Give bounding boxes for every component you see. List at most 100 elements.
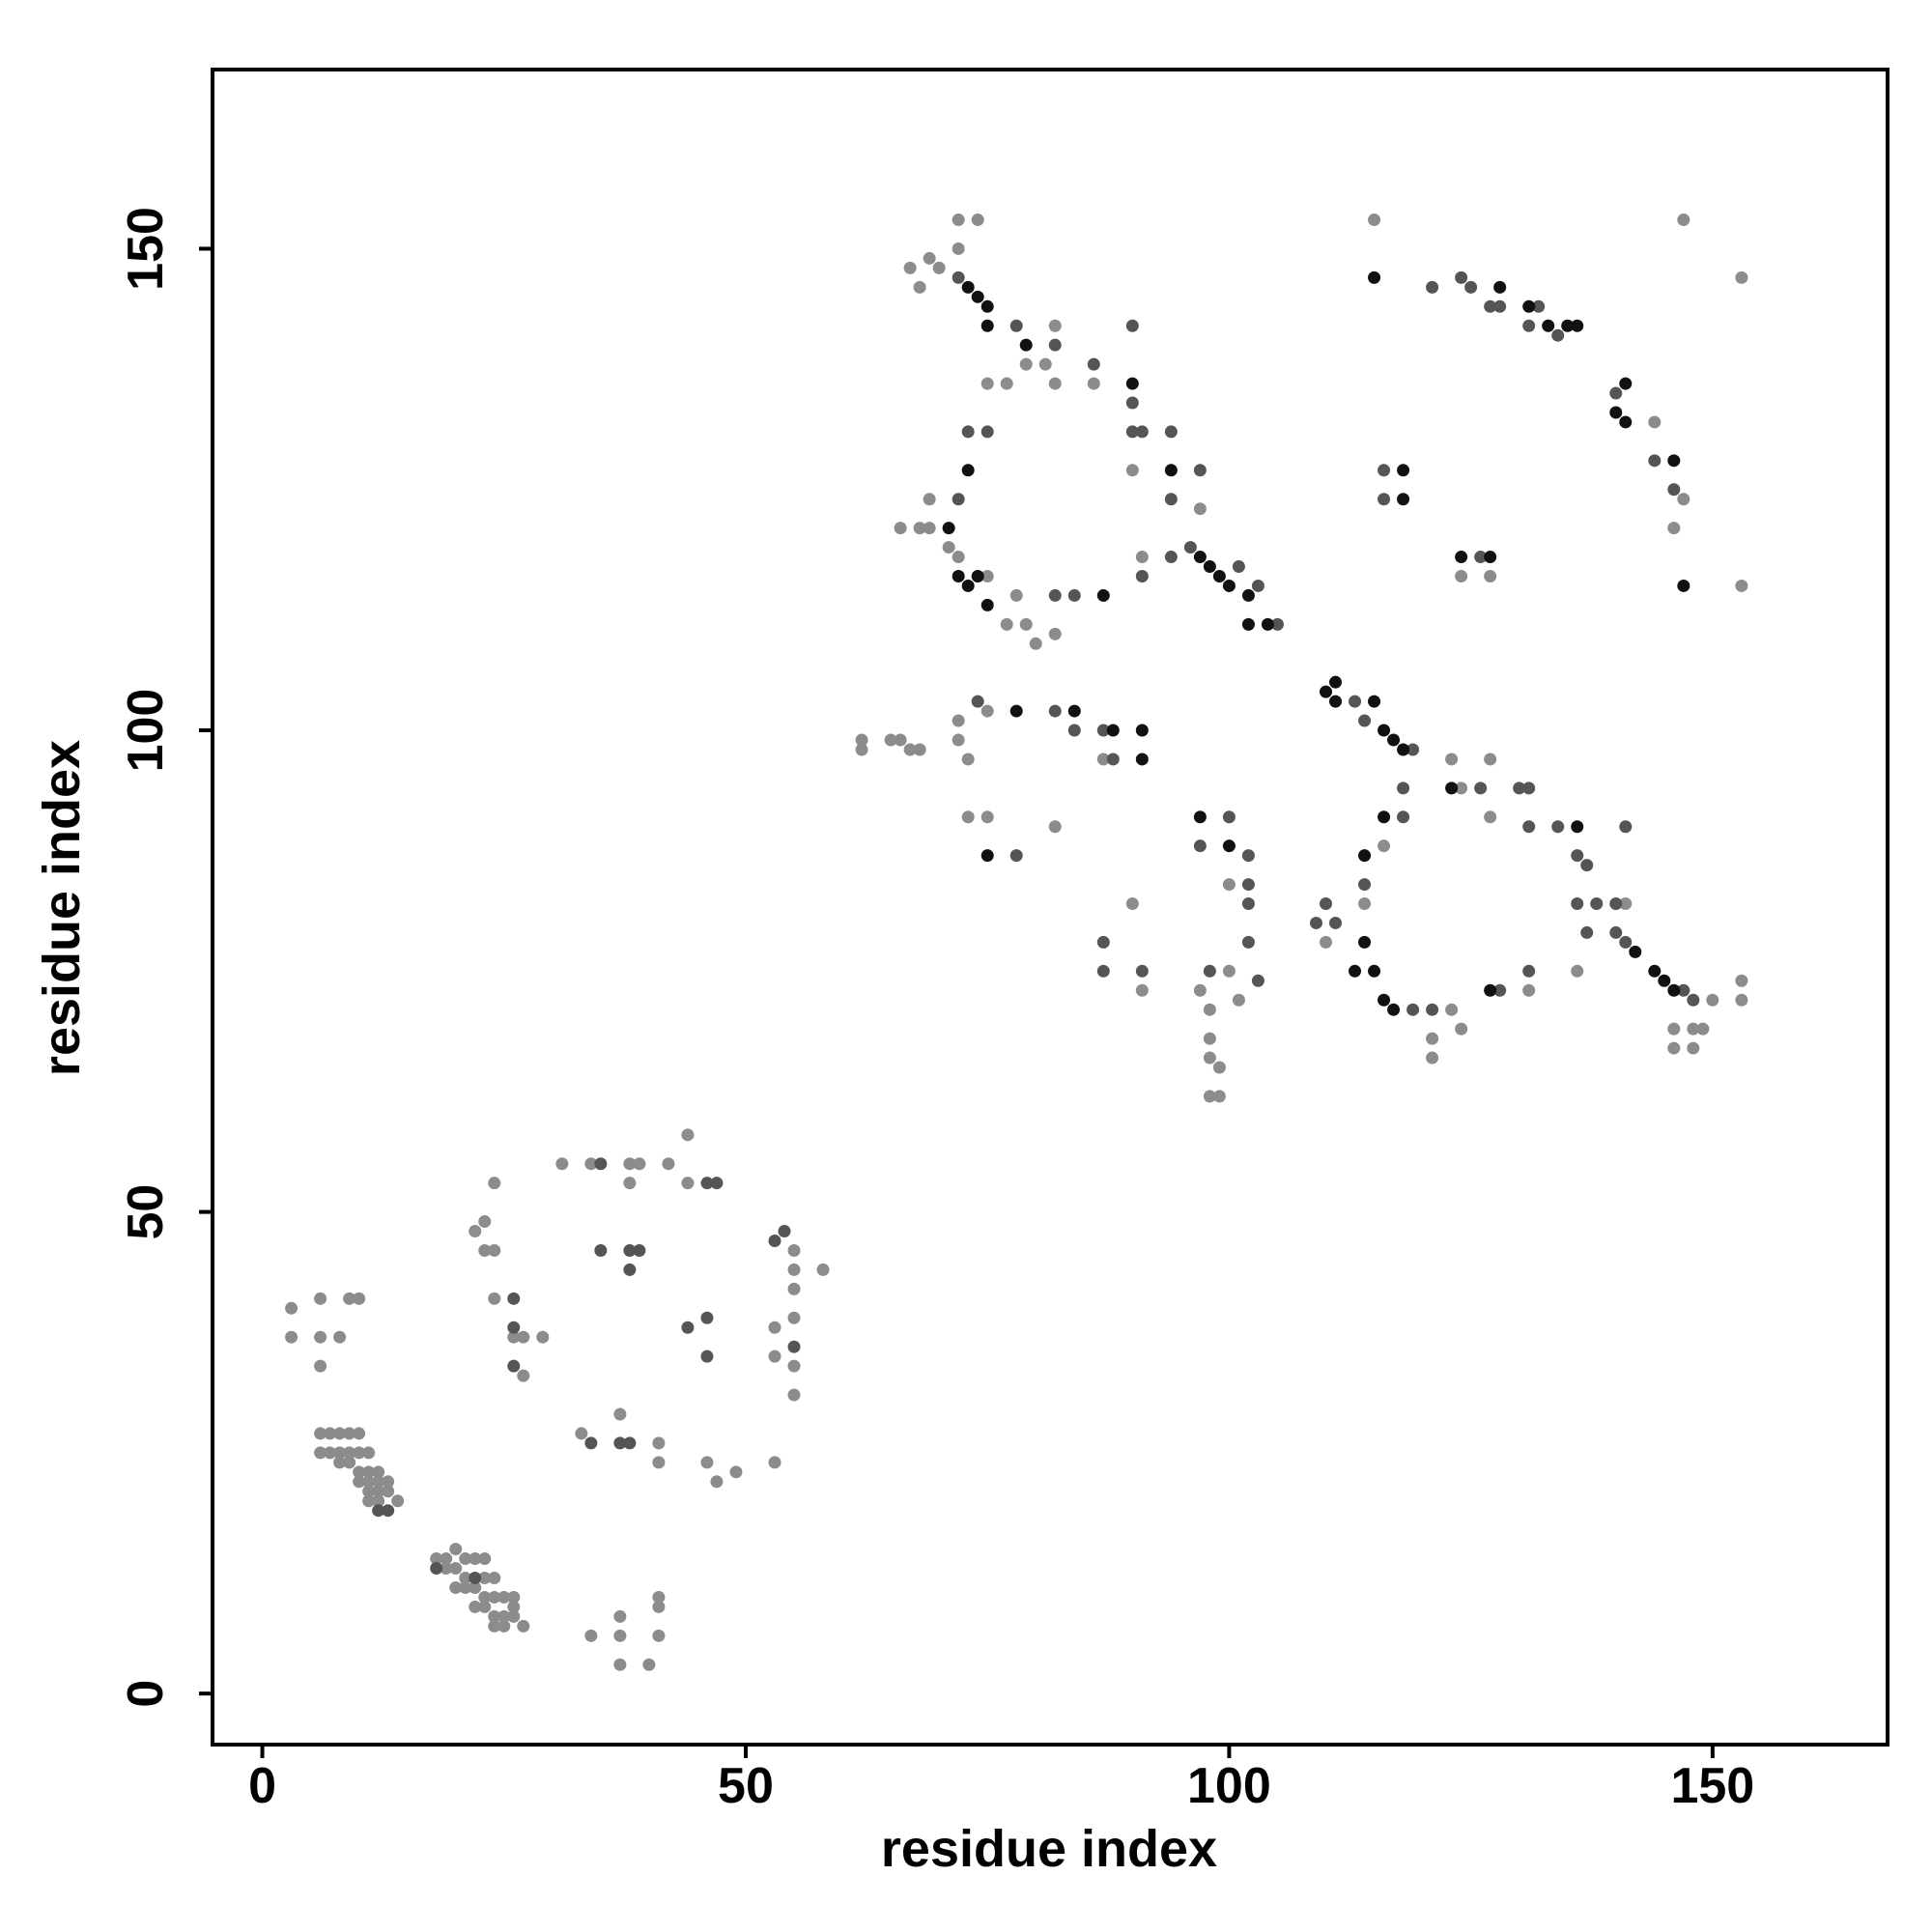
point xyxy=(952,242,965,255)
point xyxy=(768,1321,781,1334)
point xyxy=(391,1494,405,1508)
point xyxy=(980,704,994,718)
point xyxy=(1067,588,1081,602)
point xyxy=(343,1446,356,1460)
point xyxy=(913,522,926,535)
point xyxy=(1048,627,1062,640)
point xyxy=(1735,579,1748,592)
point xyxy=(633,1243,646,1257)
point xyxy=(1696,1022,1710,1036)
point xyxy=(362,1475,376,1489)
point xyxy=(1484,753,1497,766)
point xyxy=(1667,522,1681,535)
point xyxy=(382,1504,395,1518)
point xyxy=(1687,993,1700,1007)
point xyxy=(362,1485,376,1498)
point xyxy=(440,1552,453,1566)
point xyxy=(488,1590,501,1604)
point xyxy=(1067,724,1081,737)
point xyxy=(1164,464,1178,477)
point xyxy=(1455,270,1468,284)
point xyxy=(507,1590,521,1604)
point xyxy=(1619,415,1633,429)
point xyxy=(980,810,994,824)
point xyxy=(1397,781,1410,795)
point xyxy=(1009,849,1023,863)
point xyxy=(952,733,965,747)
point xyxy=(1677,579,1690,592)
point xyxy=(1493,983,1507,997)
point xyxy=(1222,878,1236,892)
point xyxy=(1522,319,1536,332)
point xyxy=(1329,695,1343,708)
point xyxy=(768,1235,781,1248)
y-tick-label: 100 xyxy=(118,689,174,773)
point xyxy=(942,522,955,535)
point xyxy=(1397,810,1410,824)
point xyxy=(1580,925,1594,939)
point xyxy=(478,1243,492,1257)
point xyxy=(1493,299,1507,313)
point xyxy=(1096,724,1110,737)
point xyxy=(1677,983,1690,997)
point xyxy=(488,1292,501,1305)
point xyxy=(923,522,936,535)
point xyxy=(1193,551,1207,564)
point xyxy=(642,1658,656,1671)
point xyxy=(1193,839,1207,853)
point xyxy=(478,1215,492,1229)
point xyxy=(333,1427,347,1440)
point xyxy=(1241,588,1255,602)
point xyxy=(478,1552,492,1566)
point xyxy=(488,1243,501,1257)
point xyxy=(952,213,965,227)
point xyxy=(961,579,975,592)
point xyxy=(1309,916,1322,929)
point xyxy=(952,270,965,284)
point xyxy=(662,1157,675,1171)
point xyxy=(1212,1061,1226,1074)
point xyxy=(1484,983,1497,997)
point xyxy=(1048,338,1062,352)
point xyxy=(440,1562,453,1576)
point xyxy=(1387,1003,1401,1016)
point xyxy=(1193,502,1207,516)
point xyxy=(353,1292,366,1305)
point xyxy=(1426,1032,1439,1045)
point xyxy=(1349,964,1362,978)
point xyxy=(623,1157,637,1171)
point xyxy=(430,1552,443,1566)
point xyxy=(1687,1041,1700,1055)
point xyxy=(903,261,917,274)
point xyxy=(1474,781,1488,795)
point xyxy=(787,1282,801,1295)
point xyxy=(894,733,907,747)
point xyxy=(324,1427,337,1440)
point xyxy=(507,1600,521,1613)
point xyxy=(1222,964,1236,978)
point xyxy=(1522,983,1536,997)
point xyxy=(1590,897,1604,911)
point xyxy=(1426,280,1439,294)
point xyxy=(1096,964,1110,978)
point xyxy=(1687,1022,1700,1036)
point xyxy=(1542,319,1555,332)
point xyxy=(507,1359,521,1373)
point xyxy=(1135,753,1149,766)
point xyxy=(1455,781,1468,795)
point xyxy=(314,1446,327,1460)
point xyxy=(1135,983,1149,997)
point xyxy=(1648,454,1662,468)
point xyxy=(1609,897,1623,911)
point xyxy=(1241,849,1255,863)
point xyxy=(1270,617,1284,631)
point xyxy=(333,1446,347,1460)
point xyxy=(1009,319,1023,332)
point xyxy=(1551,820,1565,834)
point xyxy=(1648,964,1662,978)
point xyxy=(478,1600,492,1613)
point xyxy=(729,1465,743,1479)
point xyxy=(449,1543,463,1556)
point xyxy=(1667,1022,1681,1036)
